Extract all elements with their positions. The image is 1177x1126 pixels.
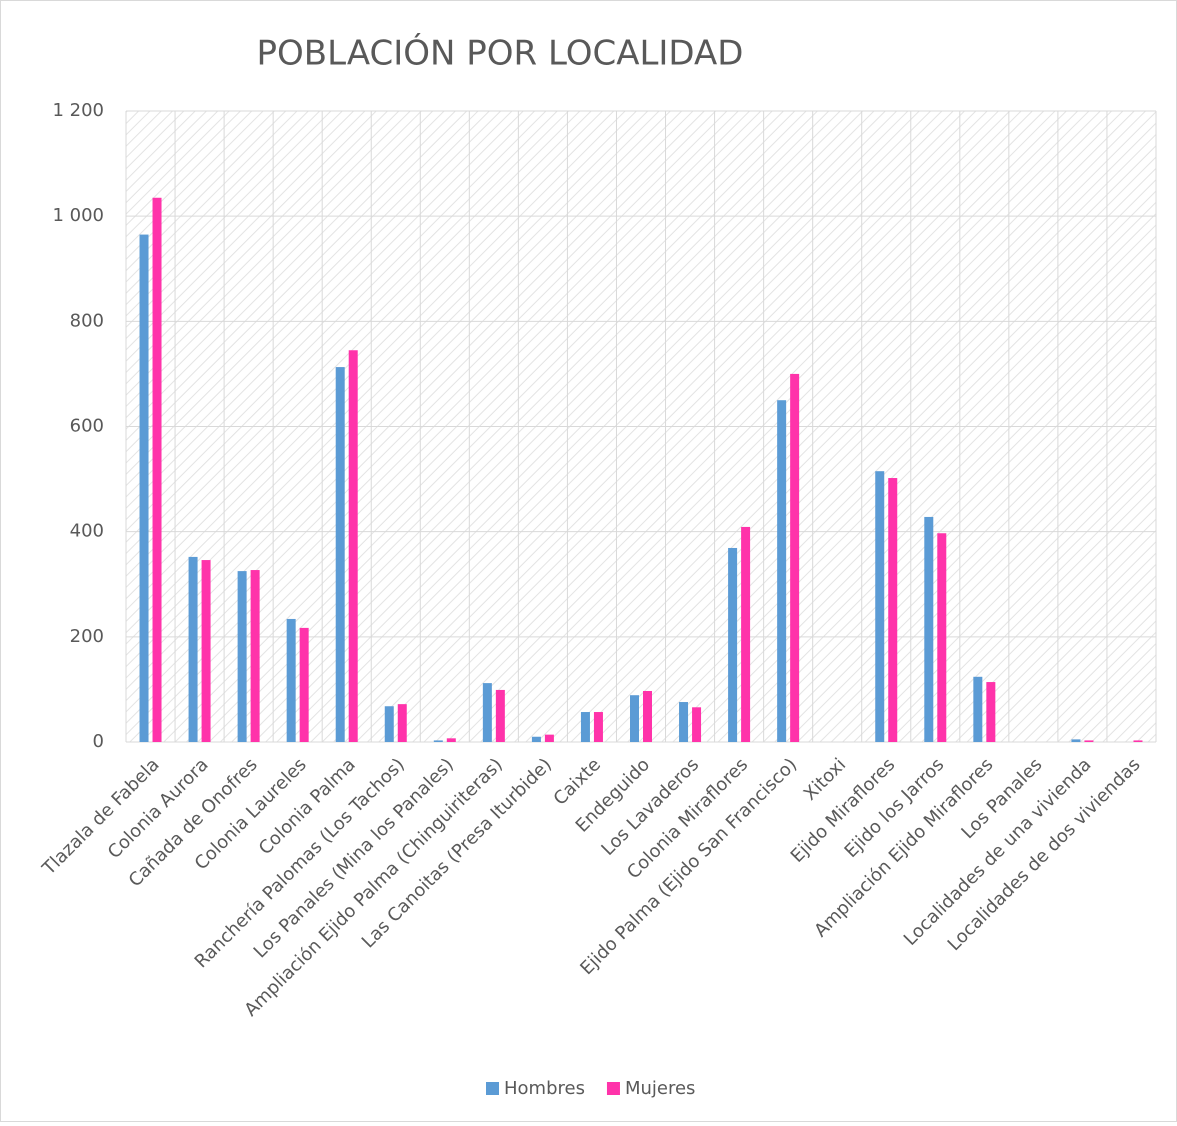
bar <box>335 367 345 742</box>
bar <box>482 683 492 742</box>
bar <box>937 533 947 742</box>
bar <box>446 738 456 742</box>
bar <box>384 706 394 742</box>
bar <box>580 712 590 742</box>
bar <box>973 676 983 742</box>
bar <box>299 627 309 742</box>
chart-title: POBLACIÓN POR LOCALIDAD <box>257 33 744 74</box>
bar <box>397 704 407 742</box>
bar <box>348 350 358 742</box>
y-tick-label: 800 <box>70 310 104 331</box>
bar <box>152 197 162 742</box>
legend-swatch <box>606 1082 620 1095</box>
bar <box>531 736 541 742</box>
bar <box>544 734 554 742</box>
bar <box>250 570 260 742</box>
bar <box>692 707 702 742</box>
legend-label: Mujeres <box>625 1078 695 1099</box>
bar <box>286 618 296 742</box>
y-tick-label: 1 000 <box>52 205 104 226</box>
bar <box>888 478 898 742</box>
bar <box>139 234 149 742</box>
bar <box>741 526 751 742</box>
bar <box>188 556 198 742</box>
bar <box>986 682 996 742</box>
bar <box>593 712 603 742</box>
bar <box>1071 739 1081 742</box>
y-tick-label: 200 <box>70 626 104 647</box>
bar <box>433 740 443 742</box>
y-tick-label: 0 <box>93 731 104 752</box>
y-tick-label: 600 <box>70 416 104 437</box>
legend-label: Hombres <box>504 1078 585 1099</box>
bar <box>679 702 689 742</box>
bar <box>1084 740 1094 742</box>
bar <box>1133 740 1143 742</box>
bar <box>201 560 211 742</box>
bar <box>875 471 885 742</box>
bar <box>728 547 738 742</box>
bar <box>630 695 639 742</box>
bar <box>495 689 505 742</box>
bar <box>777 400 787 742</box>
bar <box>237 571 247 742</box>
legend-swatch <box>486 1082 499 1095</box>
bar <box>924 516 934 742</box>
bar <box>643 690 652 742</box>
y-tick-label: 1 200 <box>52 100 104 121</box>
bar <box>790 373 800 742</box>
y-tick-label: 400 <box>70 521 104 542</box>
